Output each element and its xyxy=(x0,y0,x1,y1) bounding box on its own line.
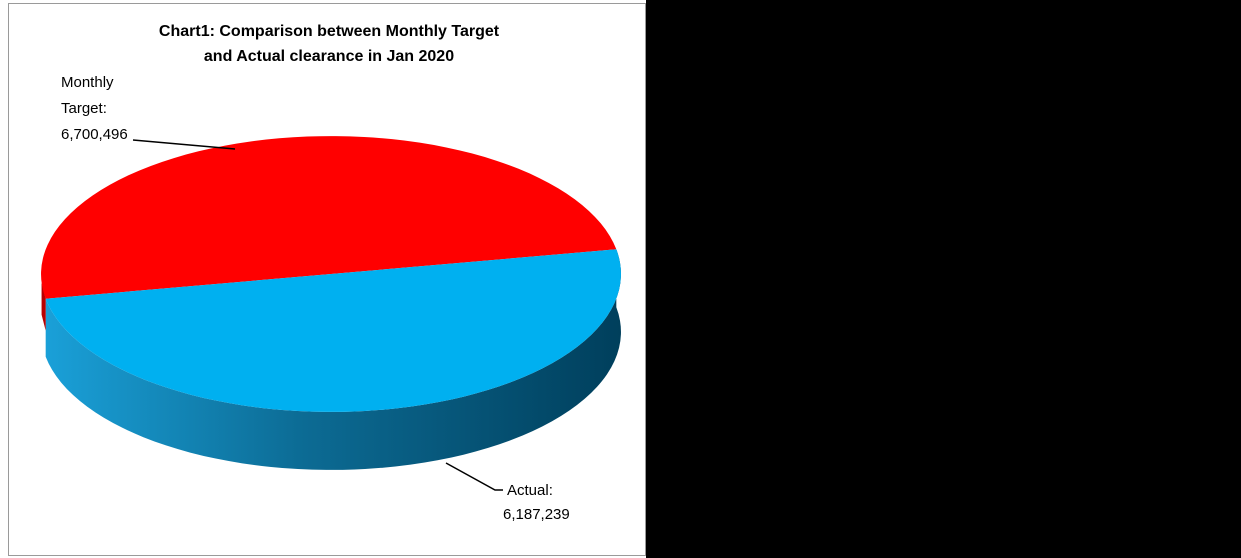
actual-leader-line xyxy=(445,462,503,491)
target-slice-side xyxy=(41,282,46,331)
blank-panel xyxy=(646,0,1241,558)
pie-chart: Chart1: Comparison between Monthly Targe… xyxy=(41,23,621,523)
chart-title-line-2: and Actual clearance in Jan 2020 xyxy=(204,48,454,65)
target-leader-line xyxy=(132,139,236,150)
target-label-line-1: Monthly xyxy=(61,74,114,91)
actual-slice-side xyxy=(45,249,621,470)
target-label-line-2: Target: xyxy=(61,100,107,117)
chart-title-line-1: Chart1: Comparison between Monthly Targe… xyxy=(159,23,500,40)
actual-label-line-1: Actual: xyxy=(507,482,553,499)
chart-panel: Chart1: Comparison between Monthly Targe… xyxy=(8,3,646,556)
actual-slice xyxy=(45,249,621,412)
target-label-value: 6,700,496 xyxy=(61,126,128,143)
target-slice xyxy=(41,136,617,299)
actual-label-value: 6,187,239 xyxy=(503,506,570,523)
